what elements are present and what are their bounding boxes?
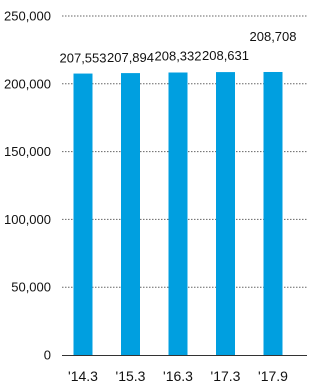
y-tick-label: 0 [44,348,51,363]
bars [73,71,283,356]
y-tick-label: 50,000 [11,280,51,295]
bar [168,72,188,356]
bar [73,73,93,355]
x-tick-label: '14.3 [68,368,98,384]
x-tick-label: '16.3 [163,368,193,384]
x-tick-label: '17.9 [258,368,288,384]
data-label: 208,708 [250,29,297,44]
y-tick-label: 250,000 [4,9,51,24]
y-tick-label: 200,000 [4,76,51,91]
bar [121,73,140,355]
data-label: 208,631 [202,48,249,63]
bar [216,72,235,355]
y-tick-label: 100,000 [4,212,51,227]
data-label: 207,894 [107,50,154,65]
data-label: 208,332 [155,49,202,64]
y-axis-tick-labels: 0 50,000 100,000 150,000 200,000 250,000 [4,9,51,363]
data-label: 207,553 [60,51,107,66]
x-tick-label: '15.3 [116,368,146,384]
x-tick-label: '17.3 [211,368,241,384]
bar [263,71,283,356]
y-tick-label: 150,000 [4,144,51,159]
x-axis-tick-labels: '14.3 '15.3 '16.3 '17.3 '17.9 [68,368,288,384]
